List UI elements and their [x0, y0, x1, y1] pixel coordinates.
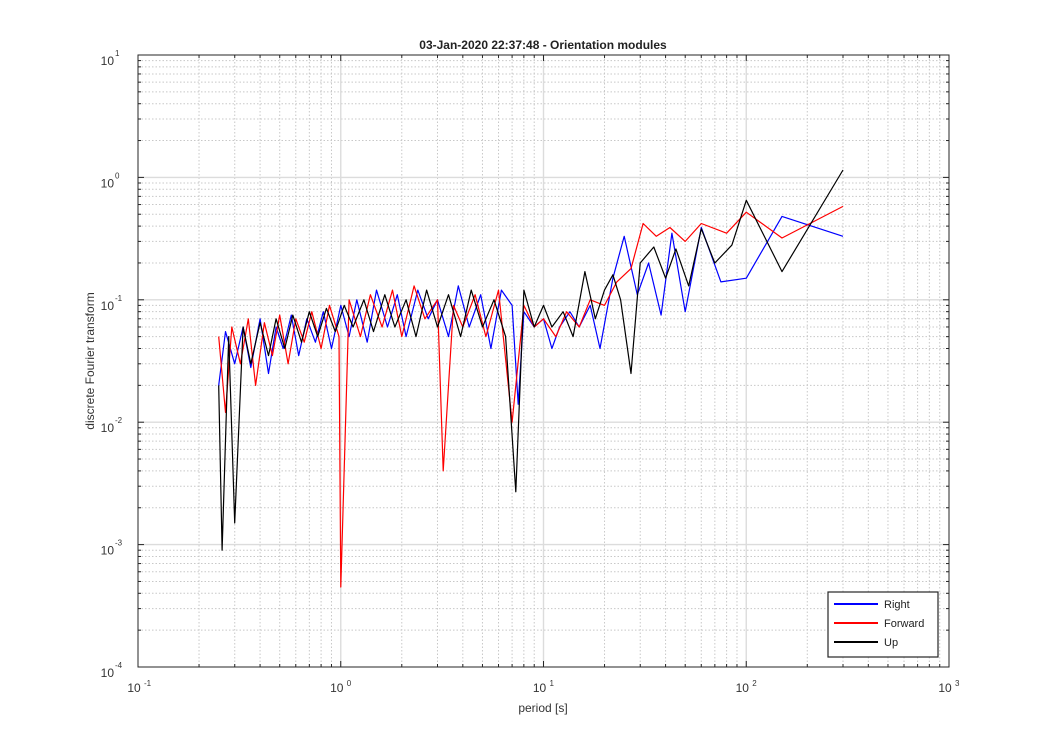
y-tick-exponent: -1 — [115, 294, 123, 303]
x-tick-exponent: 1 — [550, 679, 555, 688]
y-tick-exponent: -3 — [115, 539, 123, 548]
legend-label-up: Up — [884, 637, 898, 649]
y-tick-label: 10 — [101, 421, 115, 435]
legend-label-right: Right — [884, 599, 910, 611]
y-tick-label: 10 — [101, 544, 115, 558]
x-tick-label: 10 — [938, 681, 952, 695]
y-tick-label: 10 — [101, 666, 115, 680]
x-tick-exponent: 3 — [955, 679, 960, 688]
y-axis-label: discrete Fourier transform — [83, 292, 97, 429]
series-line-up — [218, 169, 844, 551]
series-group — [218, 169, 844, 588]
y-tick-exponent: -4 — [115, 661, 123, 670]
x-tick-label: 10 — [330, 681, 344, 695]
y-tick-exponent: 1 — [115, 49, 120, 58]
legend-label-forward: Forward — [884, 618, 924, 630]
x-tick-exponent: -1 — [144, 679, 152, 688]
legend-box — [827, 591, 939, 658]
y-tick-label: 10 — [101, 54, 115, 68]
x-tick-labels: 10 -1 10 0 10 1 10 2 10 3 — [127, 679, 960, 695]
y-tick-exponent: -2 — [115, 416, 123, 425]
y-tick-label: 10 — [101, 299, 115, 313]
x-axis-label: period [s] — [518, 701, 567, 715]
x-tick-label: 10 — [736, 681, 750, 695]
plot-frame — [137, 54, 950, 668]
x-tick-exponent: 2 — [752, 679, 757, 688]
x-tick-label: 10 — [533, 681, 547, 695]
chart-title: 03-Jan-2020 22:37:48 - Orientation modul… — [419, 38, 667, 52]
y-tick-label: 10 — [101, 176, 115, 190]
series-line-forward — [218, 205, 844, 588]
x-tick-exponent: 0 — [347, 679, 352, 688]
grid — [137, 55, 949, 668]
legend: Right Forward Up — [827, 591, 939, 658]
x-tick-label: 10 — [127, 681, 141, 695]
y-tick-exponent: 0 — [115, 171, 120, 180]
